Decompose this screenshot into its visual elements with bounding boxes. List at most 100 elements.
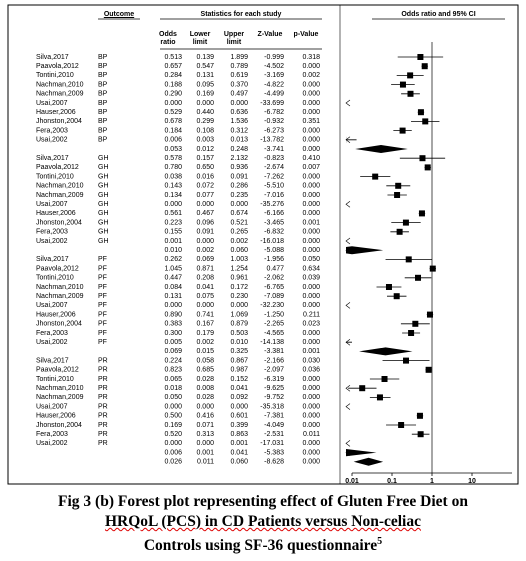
cell: 0.134 [164, 192, 182, 199]
study-name: Hauser,2006 [36, 109, 76, 116]
offscale-arrow [345, 449, 351, 456]
effect-square [399, 127, 406, 134]
plot-header: Odds ratio and 95% CI [401, 11, 476, 18]
cell: 0.011 [303, 431, 320, 438]
cell: 0.741 [196, 311, 214, 318]
cell: -6.782 [264, 109, 284, 116]
cell: 0.000 [302, 449, 320, 456]
cell: -1.250 [264, 311, 284, 318]
study-name: Paavola,2012 [36, 265, 79, 272]
outcome: PR [98, 385, 108, 392]
cell: 0.065 [164, 376, 182, 383]
cell: -6.765 [264, 284, 284, 291]
cell: 0.000 [302, 63, 320, 70]
cell: 0.000 [302, 210, 320, 217]
outcome: GH [98, 155, 109, 162]
effect-square [415, 274, 422, 281]
study-name: Jhonston,2004 [36, 321, 82, 328]
cell: 0.440 [196, 109, 214, 116]
cell: 1.254 [230, 265, 248, 272]
study-name: Usai,2007 [36, 302, 68, 309]
outcome: BP [98, 63, 108, 70]
cell: -5.383 [264, 449, 284, 456]
cell: 0.003 [196, 137, 214, 144]
study-name: Fera,2003 [36, 127, 68, 134]
cell: 0.000 [164, 100, 182, 107]
outcome: PR [98, 403, 108, 410]
cell: 0.010 [164, 247, 182, 254]
cell: 0.028 [196, 376, 214, 383]
offscale-arrow [345, 302, 351, 309]
outcome: PR [98, 431, 108, 438]
cell: -0.999 [264, 54, 284, 61]
summary-diamond [346, 246, 384, 255]
cell: -5.088 [264, 247, 284, 254]
cell: 0.172 [230, 284, 248, 291]
outcome: GH [98, 229, 109, 236]
outcome: PF [98, 339, 107, 346]
x-tick-label: 10 [468, 478, 476, 485]
cell: 0.000 [302, 109, 320, 116]
study-name: Hauser,2006 [36, 210, 76, 217]
cell: -2.166 [264, 357, 284, 364]
caption-sup: 5 [377, 536, 383, 547]
outcome: PF [98, 311, 107, 318]
outcome: BP [98, 81, 108, 88]
effect-square [398, 422, 405, 428]
study-name: Hauser,2006 [36, 311, 76, 318]
outcome: BP [98, 109, 108, 116]
cell: 0.318 [302, 54, 320, 61]
cell: 0.167 [196, 321, 214, 328]
cell: 0.936 [230, 164, 248, 171]
cell: 0.000 [302, 192, 320, 199]
effect-square [425, 366, 432, 373]
outcome: GH [98, 210, 109, 217]
effect-square [408, 330, 415, 336]
cell: -6.319 [264, 376, 284, 383]
cell: 0.002 [302, 72, 320, 79]
effect-square [393, 293, 400, 300]
summary-diamond [346, 448, 377, 457]
cell: 0.184 [164, 127, 182, 134]
cell: 0.016 [196, 173, 214, 180]
cell: 0.095 [196, 81, 214, 88]
cell: 0.188 [164, 81, 182, 88]
outcome: PR [98, 394, 108, 401]
cell: -3.169 [264, 72, 284, 79]
cell: -2.531 [264, 431, 284, 438]
summary-diamond [355, 145, 408, 153]
cell: 0.139 [196, 54, 214, 61]
cell: 0.300 [164, 330, 182, 337]
outcome: PF [98, 275, 107, 282]
study-name: Tontini,2010 [36, 275, 74, 282]
cell: 0.467 [196, 210, 214, 217]
cell: 0.000 [302, 100, 320, 107]
cell: 0.179 [196, 330, 214, 337]
cell: 0.634 [302, 265, 320, 272]
cell: 0.000 [302, 127, 320, 134]
cell: 0.290 [164, 91, 182, 98]
outcome: PR [98, 422, 108, 429]
cell: 0.038 [164, 173, 182, 180]
study-name: Fera,2003 [36, 431, 68, 438]
cell: 0.002 [196, 247, 214, 254]
column-header: Z-Value [257, 31, 283, 38]
effect-square [396, 228, 403, 235]
cell: 0.000 [302, 201, 320, 208]
cell: 0.224 [164, 357, 182, 364]
stats-header: Statistics for each study [200, 11, 282, 18]
cell: -17.031 [260, 440, 284, 447]
cell: 0.050 [164, 394, 182, 401]
cell: 0.007 [302, 164, 320, 171]
offscale-arrow [345, 384, 351, 392]
cell: -6.273 [264, 127, 284, 134]
cell: 0.069 [196, 256, 214, 263]
summary-diamond [353, 457, 384, 466]
cell: 0.351 [302, 118, 320, 125]
outcome: BP [98, 100, 108, 107]
effect-square [417, 431, 424, 438]
cell: 0.863 [230, 431, 248, 438]
cell: 0.678 [164, 118, 182, 125]
cell: 0.060 [230, 459, 248, 466]
cell: 0.513 [164, 54, 182, 61]
